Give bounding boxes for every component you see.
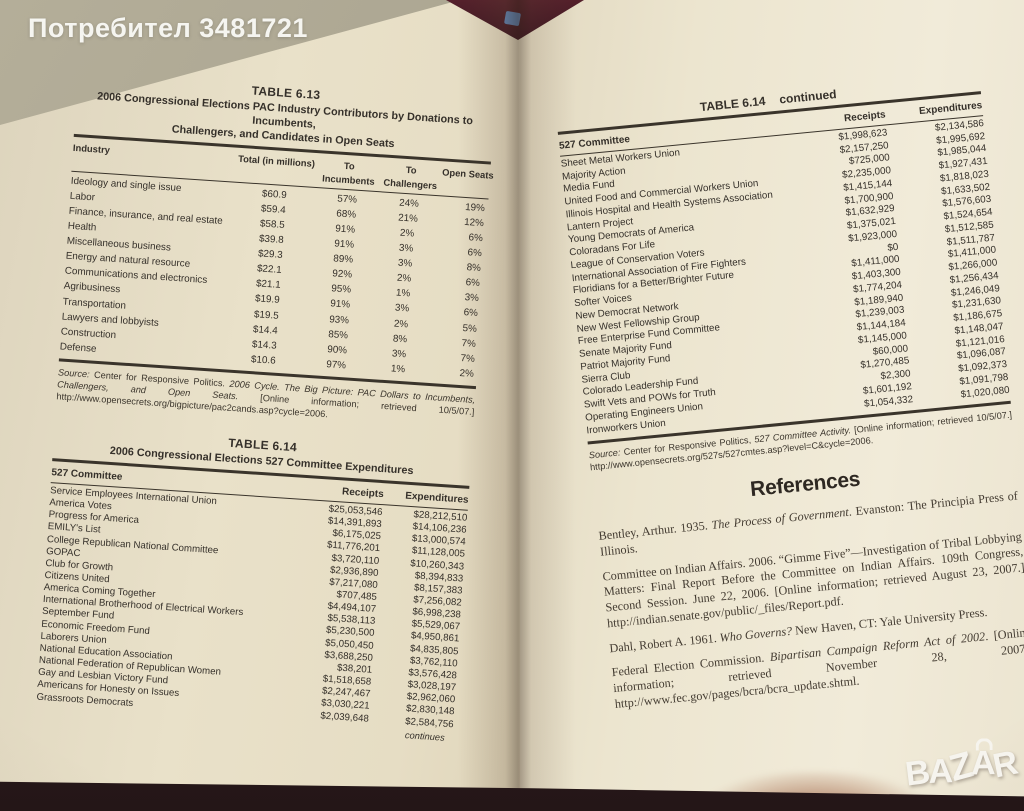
- table-614: 527 Committee Receipts Expenditures Serv…: [36, 458, 470, 731]
- column-header: Industry: [72, 141, 111, 155]
- column-header: To Challengers: [383, 163, 438, 191]
- table-614-continued-body: Sheet Metal Workers Union $1,998,623 $2,13…: [560, 118, 1010, 438]
- table-cell: 1%: [390, 363, 406, 376]
- text-segment: The Process of Government: [710, 505, 850, 533]
- column-header: To Incumbents: [321, 159, 376, 187]
- page-gutter-shadow: [458, 0, 576, 811]
- user-watermark: Потребител 3481721: [28, 13, 308, 43]
- table-cell: 2%: [459, 367, 475, 380]
- table-613-body: Ideology and single issue $60.9 57% 24% 19% L…: [59, 174, 488, 382]
- text-segment: Dahl, Robert A. 1961.: [608, 630, 721, 655]
- text-segment: Bentley, Arthur. 1935.: [597, 518, 713, 544]
- text-segment: Source:: [57, 366, 95, 380]
- text-segment: Source:: [588, 446, 625, 461]
- table-613: Industry Total (in millions) To Incumben…: [58, 133, 495, 389]
- right-page-content: TABLE 6.14 continued 527 Committee Recei…: [556, 73, 1024, 721]
- column-header: Open Seats: [441, 165, 495, 181]
- column-header: Total (in millions): [237, 152, 316, 169]
- table-614-body: Service Employees International Union $25…: [36, 485, 468, 731]
- left-page-content: TABLE 6.13 2006 Congressional Elections …: [35, 72, 495, 743]
- table-614-continued: 527 Committee Receipts Expenditures Shee…: [557, 91, 1011, 445]
- text-segment: Who Governs?: [718, 623, 793, 645]
- table-cell: 97%: [325, 358, 347, 372]
- logo-letter: B: [903, 753, 931, 794]
